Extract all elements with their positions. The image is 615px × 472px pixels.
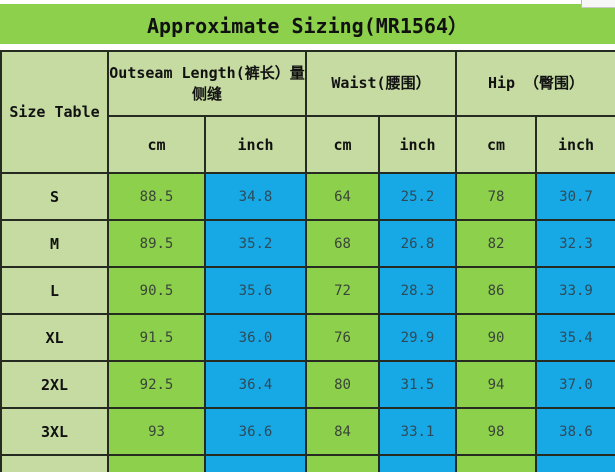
spreadsheet-corner-artifact bbox=[581, 0, 615, 8]
value-cell-waist-cm: 72 bbox=[305, 266, 380, 315]
sizing-table: Size Table Outseam Length(裤长）量侧缝 Waist(腰… bbox=[0, 50, 615, 472]
value-cell-waist-inch: 28.3 bbox=[378, 266, 457, 315]
value-cell-waist-inch: 33.1 bbox=[378, 407, 457, 456]
size-cell: 2XL bbox=[0, 360, 109, 409]
value-cell-waist-inch: 25.2 bbox=[378, 172, 457, 221]
value-cell-hip-inch: 35.4 bbox=[535, 313, 615, 362]
table-row-m: M 89.5 35.2 68 26.8 82 32.3 bbox=[0, 219, 615, 268]
unit-header-waist-inch: inch bbox=[378, 115, 457, 174]
value-cell-waist-cm: 76 bbox=[305, 313, 380, 362]
value-cell-outseam-inch: 35.6 bbox=[204, 266, 307, 315]
value-cell-waist-inch: 31.5 bbox=[378, 360, 457, 409]
value-cell-outseam-inch: 36.0 bbox=[204, 313, 307, 362]
table-row-l: L 90.5 35.6 72 28.3 86 33.9 bbox=[0, 266, 615, 315]
group-header-outseam: Outseam Length(裤长）量侧缝 bbox=[107, 50, 307, 117]
partial-cell bbox=[0, 454, 109, 472]
unit-header-hip-inch: inch bbox=[535, 115, 615, 174]
value-cell-hip-inch: 37.0 bbox=[535, 360, 615, 409]
value-cell-outseam-inch: 36.4 bbox=[204, 360, 307, 409]
corner-header-size-table: Size Table bbox=[0, 50, 109, 174]
partial-cell bbox=[378, 454, 457, 472]
value-cell-waist-inch: 26.8 bbox=[378, 219, 457, 268]
value-cell-outseam-cm: 90.5 bbox=[107, 266, 206, 315]
size-cell: 3XL bbox=[0, 407, 109, 456]
value-cell-hip-inch: 30.7 bbox=[535, 172, 615, 221]
value-cell-hip-inch: 33.9 bbox=[535, 266, 615, 315]
value-cell-hip-cm: 82 bbox=[455, 219, 537, 268]
size-cell: XL bbox=[0, 313, 109, 362]
value-cell-hip-cm: 86 bbox=[455, 266, 537, 315]
unit-header-hip-cm: cm bbox=[455, 115, 537, 174]
value-cell-hip-inch: 38.6 bbox=[535, 407, 615, 456]
group-header-row: Size Table Outseam Length(裤长）量侧缝 Waist(腰… bbox=[0, 50, 615, 174]
size-cell: M bbox=[0, 219, 109, 268]
unit-header-waist-cm: cm bbox=[305, 115, 380, 174]
table-row-partial-clipped bbox=[0, 454, 615, 472]
partial-cell bbox=[305, 454, 380, 472]
size-cell: L bbox=[0, 266, 109, 315]
table-row-s: S 88.5 34.8 64 25.2 78 30.7 bbox=[0, 172, 615, 221]
value-cell-outseam-inch: 36.6 bbox=[204, 407, 307, 456]
size-cell: S bbox=[0, 172, 109, 221]
value-cell-outseam-inch: 35.2 bbox=[204, 219, 307, 268]
group-header-waist: Waist(腰围） bbox=[305, 50, 457, 117]
value-cell-outseam-cm: 88.5 bbox=[107, 172, 206, 221]
value-cell-hip-cm: 94 bbox=[455, 360, 537, 409]
table-row-3xl: 3XL 93 36.6 84 33.1 98 38.6 bbox=[0, 407, 615, 456]
value-cell-waist-cm: 68 bbox=[305, 219, 380, 268]
value-cell-hip-cm: 78 bbox=[455, 172, 537, 221]
value-cell-waist-cm: 84 bbox=[305, 407, 380, 456]
partial-cell bbox=[535, 454, 615, 472]
value-cell-waist-inch: 29.9 bbox=[378, 313, 457, 362]
table-row-2xl: 2XL 92.5 36.4 80 31.5 94 37.0 bbox=[0, 360, 615, 409]
partial-cell bbox=[107, 454, 206, 472]
value-cell-hip-cm: 90 bbox=[455, 313, 537, 362]
value-cell-hip-inch: 32.3 bbox=[535, 219, 615, 268]
value-cell-waist-cm: 80 bbox=[305, 360, 380, 409]
value-cell-outseam-cm: 89.5 bbox=[107, 219, 206, 268]
page-title: Approximate Sizing(MR1564） bbox=[146, 13, 469, 38]
unit-header-outseam-inch: inch bbox=[204, 115, 307, 174]
value-cell-outseam-cm: 92.5 bbox=[107, 360, 206, 409]
table-row-xl: XL 91.5 36.0 76 29.9 90 35.4 bbox=[0, 313, 615, 362]
value-cell-outseam-inch: 34.8 bbox=[204, 172, 307, 221]
value-cell-outseam-cm: 91.5 bbox=[107, 313, 206, 362]
unit-header-row: cm inch cm inch cm inch bbox=[1, 115, 615, 174]
value-cell-waist-cm: 64 bbox=[305, 172, 380, 221]
title-bar: Approximate Sizing(MR1564） bbox=[0, 4, 615, 44]
value-cell-outseam-cm: 93 bbox=[107, 407, 206, 456]
group-header-hip: Hip （臀围） bbox=[455, 50, 615, 117]
partial-cell bbox=[204, 454, 307, 472]
partial-cell bbox=[455, 454, 537, 472]
value-cell-hip-cm: 98 bbox=[455, 407, 537, 456]
unit-header-outseam-cm: cm bbox=[107, 115, 206, 174]
